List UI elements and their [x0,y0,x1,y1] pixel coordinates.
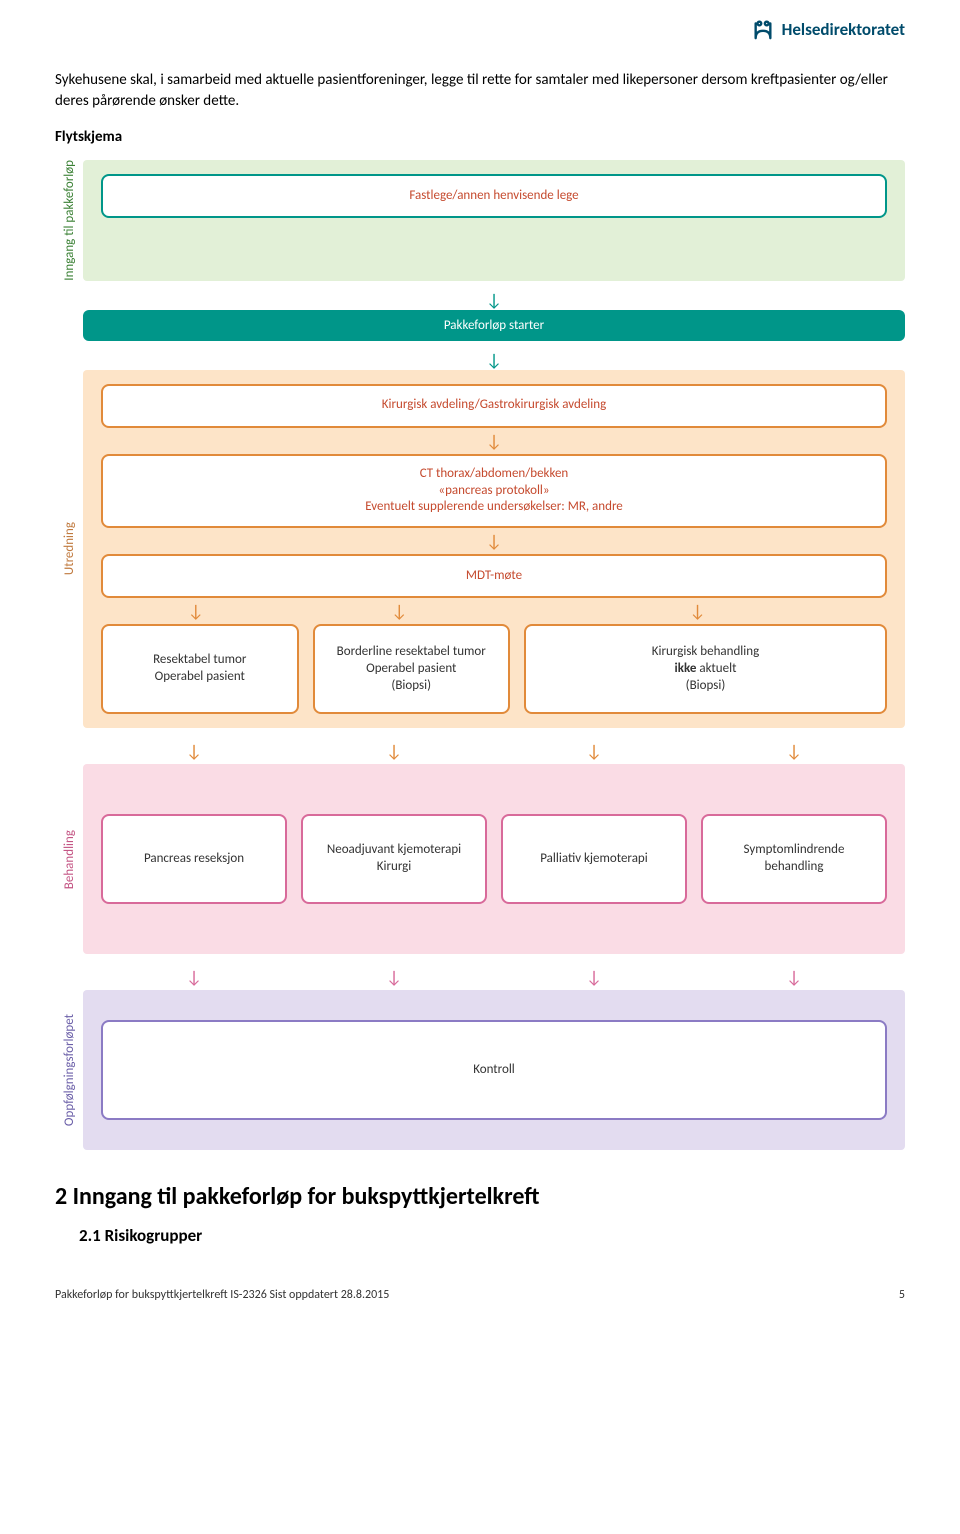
arrow-icon: ↓ [486,532,502,550]
behandling-row: Pancreas reseksjon Neoadjuvant kjemotera… [101,814,887,904]
inter-arrow-2: ↓ [55,351,905,370]
stage-body-inngang: Fastlege/annen henvisende lege [83,160,905,281]
node-kontroll: Kontroll [101,1020,887,1120]
node-kirurgisk-avdeling: Kirurgisk avdeling/Gastrokirurgisk avdel… [101,384,887,428]
arrow-icon: ↓ [486,432,502,450]
section-heading-2: 2 Inngang til pakkeforløp for bukspyttkj… [55,1182,905,1211]
inter-arrows-3: ↓ ↓ ↓ ↓ [55,738,905,764]
node-ikke-aktuelt: Kirurgisk behandlingikke aktuelt(Biopsi) [524,624,887,714]
document-page: Helsedirektoratet Sykehusene skal, i sam… [0,0,960,1322]
node-pancreas-reseksjon: Pancreas reseksjon [101,814,287,904]
node-ct: CT thorax/abdomen/bekken «pancreas proto… [101,454,887,529]
stage-utredning: Utredning Kirurgisk avdeling/Gastrokirur… [55,370,905,729]
logo-text: Helsedirektoratet [782,19,905,40]
stage-label-behandling: Behandling [55,764,83,954]
inter-arrows-4: ↓ ↓ ↓ ↓ [55,964,905,990]
page-footer: Pakkeforløp for bukspyttkjertelkreft IS-… [55,1264,905,1302]
stage-body-behandling: Pancreas reseksjon Neoadjuvant kjemotera… [83,764,905,954]
node-fastlege: Fastlege/annen henvisende lege [101,174,887,218]
node-mdt: MDT-møte [101,554,887,598]
mdt-split-arrows: ↓ ↓ ↓ [101,598,887,624]
utredning-row: Resektabel tumor Operabel pasient Border… [101,624,887,714]
stage-label-inngang: Inngang til pakkeforløp [55,160,83,281]
subsection-heading-2-1: 2.1 Risikogrupper [79,1225,905,1246]
node-borderline: Borderline resektabel tumor Operabel pas… [313,624,511,714]
node-resektabel: Resektabel tumor Operabel pasient [101,624,299,714]
flytskjema-title: Flytskjema [55,128,905,146]
inter-arrow-1: ↓ [55,291,905,310]
arrow-icon: ↓ [486,289,502,311]
flowchart-container: Inngang til pakkeforløp Fastlege/annen h… [55,160,905,1150]
stage-label-utredning: Utredning [55,370,83,729]
stage-body-utredning: Kirurgisk avdeling/Gastrokirurgisk avdel… [83,370,905,729]
arrow-icon: ↓ [486,349,502,371]
stage-label-oppfolgning: Oppfølgningsforløpet [55,990,83,1150]
logo-icon [750,18,776,40]
intro-paragraph: Sykehusene skal, i samarbeid med aktuell… [55,70,905,112]
stage-body-oppfolgning: Kontroll [83,990,905,1150]
footer-left: Pakkeforløp for bukspyttkjertelkreft IS-… [55,1288,389,1302]
stage-oppfolgning: Oppfølgningsforløpet Kontroll [55,990,905,1150]
helsedirektoratet-logo: Helsedirektoratet [750,18,905,40]
footer-page-number: 5 [899,1288,905,1302]
stage-behandling: Behandling Pancreas reseksjon Neoadjuvan… [55,764,905,954]
node-pakkeforlop-starter: Pakkeforløp starter [83,310,905,341]
stage-inngang: Inngang til pakkeforløp Fastlege/annen h… [55,160,905,281]
node-symptom: Symptomlindrende behandling [701,814,887,904]
node-palliativ: Palliativ kjemoterapi [501,814,687,904]
node-neoadjuvant: Neoadjuvant kjemoterapi Kirurgi [301,814,487,904]
stage-pakkeforlop-starter: Pakkeforløp starter [55,310,905,341]
